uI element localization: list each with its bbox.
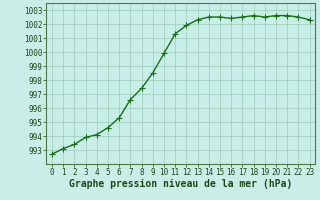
X-axis label: Graphe pression niveau de la mer (hPa): Graphe pression niveau de la mer (hPa) (69, 179, 292, 189)
